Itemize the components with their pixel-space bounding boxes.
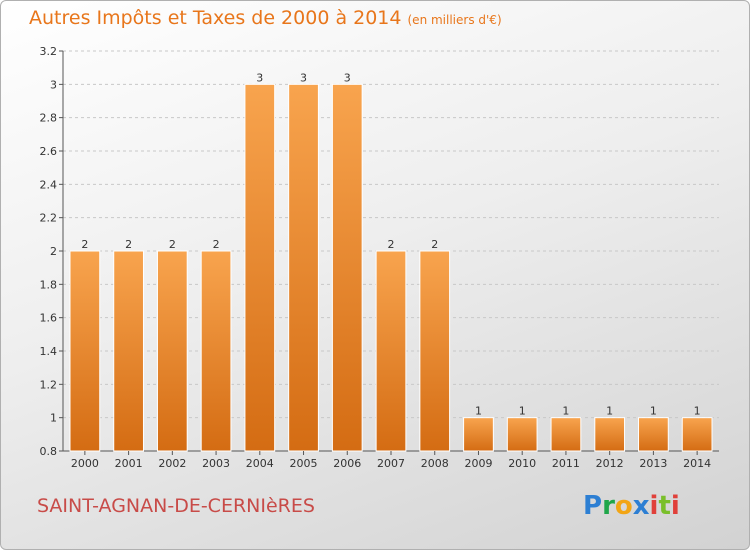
bar — [550, 417, 582, 452]
x-tick-label: 2000 — [71, 457, 99, 470]
y-tick-label: 2 — [50, 245, 57, 258]
data-label: 1 — [650, 405, 657, 418]
data-label: 1 — [562, 405, 569, 418]
x-tick-label: 2014 — [683, 457, 711, 470]
logo-letter: i — [649, 491, 659, 521]
logo-letter: i — [670, 491, 680, 521]
bar — [331, 83, 363, 452]
x-tick-label: 2002 — [158, 457, 186, 470]
bar — [638, 417, 669, 452]
bar — [419, 250, 451, 452]
bars: 2 2 2 2 3 3 3 2 2 1 1 1 1 1 1 — [69, 71, 713, 452]
y-tick-label: 2.6 — [40, 145, 58, 158]
logo-letter: x — [632, 491, 650, 521]
bar — [288, 83, 319, 452]
logo-letter: o — [614, 491, 633, 521]
y-tick-label: 2.2 — [40, 212, 58, 225]
bar — [463, 417, 494, 452]
y-tick-label: 3 — [50, 78, 57, 91]
data-label: 3 — [344, 71, 351, 84]
chart-title-text: Autres Impôts et Taxes de 2000 à 2014 — [29, 7, 402, 29]
x-tick-label: 2007 — [377, 457, 405, 470]
logo-letter: t — [658, 491, 671, 521]
logo-letter: r — [602, 491, 615, 521]
y-tick-label: 1.6 — [40, 312, 58, 325]
bar — [594, 417, 626, 452]
data-label: 2 — [388, 238, 395, 251]
data-label: 1 — [519, 405, 526, 418]
bar — [375, 250, 407, 452]
data-label: 2 — [169, 238, 176, 251]
data-label: 1 — [606, 405, 613, 418]
y-tick-label: 2.8 — [40, 112, 58, 125]
chart-unit: (en milliers d'€) — [407, 13, 502, 27]
bar — [244, 83, 276, 452]
commune-name: SAINT-AGNAN-DE-CERNIèRES — [37, 495, 315, 517]
proxiti-logo: Proxiti — [583, 491, 680, 521]
logo-letter: P — [583, 491, 603, 521]
bar — [200, 250, 232, 452]
data-label: 2 — [431, 238, 438, 251]
x-tick-label: 2003 — [202, 457, 230, 470]
y-tick-label: 1.8 — [40, 278, 58, 291]
x-tick-label: 2004 — [246, 457, 274, 470]
x-tick-label: 2008 — [421, 457, 449, 470]
x-tick-label: 2012 — [596, 457, 624, 470]
data-label: 2 — [81, 238, 88, 251]
bar — [113, 250, 144, 452]
x-tick-label: 2009 — [464, 457, 492, 470]
bar — [156, 250, 188, 452]
x-tick-label: 2001 — [115, 457, 143, 470]
chart-title: Autres Impôts et Taxes de 2000 à 2014 (en… — [29, 7, 502, 29]
y-tick-label: 3.2 — [40, 45, 58, 58]
x-tick-label: 2006 — [333, 457, 361, 470]
bar — [681, 417, 713, 452]
x-tick-label: 2011 — [552, 457, 580, 470]
x-axis: 2000 2001 2002 2003 2004 2005 2006 2007 2008 2009… — [71, 451, 711, 470]
bar — [69, 250, 101, 452]
x-tick-label: 2010 — [508, 457, 536, 470]
data-label: 2 — [213, 238, 220, 251]
x-tick-label: 2005 — [290, 457, 318, 470]
y-tick-label: 1.4 — [40, 345, 58, 358]
data-label: 3 — [300, 71, 307, 84]
y-tick-label: 0.8 — [40, 445, 58, 458]
data-label: 1 — [475, 405, 482, 418]
bar — [506, 417, 538, 452]
data-label: 3 — [256, 71, 263, 84]
x-tick-label: 2013 — [639, 457, 667, 470]
data-label: 1 — [694, 405, 701, 418]
y-tick-label: 1.2 — [40, 378, 58, 391]
y-tick-label: 2.4 — [40, 178, 58, 191]
y-tick-label: 1 — [50, 412, 57, 425]
data-label: 2 — [125, 238, 132, 251]
